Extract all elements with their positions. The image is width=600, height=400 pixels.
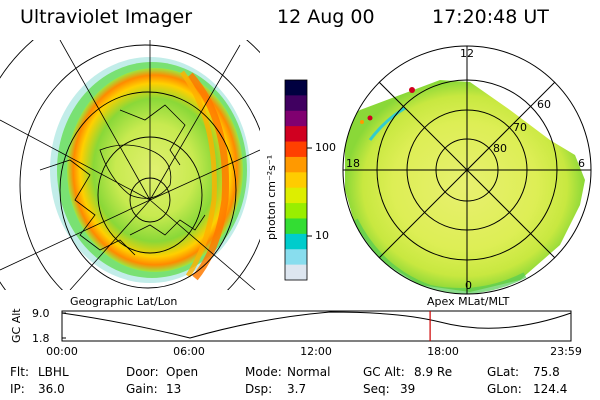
gc-alt-label: GC Alt: xyxy=(363,365,405,379)
timeline-xtick: 06:00 xyxy=(173,345,205,358)
geo-map-panel xyxy=(0,40,260,290)
colorbar-tick-label-10: 10 xyxy=(315,229,329,242)
glat-label: GLat: xyxy=(487,365,520,379)
gain-label: Gain: xyxy=(126,382,158,396)
lon-line xyxy=(59,40,151,201)
altitude-curve xyxy=(61,311,572,339)
colorbar-frame xyxy=(284,79,308,281)
instrument-title: Ultraviolet Imager xyxy=(20,6,193,28)
timeline-xtick: 00:00 xyxy=(46,345,78,358)
gc-alt-value: 8.9 Re xyxy=(414,365,453,379)
coastline-landmass xyxy=(99,144,172,199)
colorbar-stripe xyxy=(285,80,307,96)
colorbar-stripe xyxy=(285,110,307,127)
glon-value: 124.4 xyxy=(533,382,568,396)
gain-value: 13 xyxy=(166,382,182,396)
lon-line xyxy=(149,149,260,201)
polar-hotspot xyxy=(360,120,364,124)
mlt-label-12: 12 xyxy=(460,47,474,60)
mlat-label-70: 70 xyxy=(513,121,527,134)
colorbar-stripe xyxy=(285,249,307,266)
colorbar xyxy=(285,80,307,281)
colorbar-unit-label: photon cm⁻²s⁻¹ xyxy=(265,154,278,240)
mlt-label-6: 6 xyxy=(578,157,585,170)
mlt-label-18: 18 xyxy=(346,157,360,170)
lon-line xyxy=(0,119,151,201)
glon-label: GLon: xyxy=(487,382,522,396)
timeline-frame xyxy=(61,310,572,342)
timeline-ytick-9: 9.0 xyxy=(32,307,50,320)
ip-value: 36.0 xyxy=(38,382,65,396)
mlt-label-0: 0 xyxy=(465,279,472,292)
polar-cusp-feature xyxy=(368,106,406,141)
coastline xyxy=(39,104,206,256)
date-label: 12 Aug 00 xyxy=(277,6,375,28)
colorbar-stripe xyxy=(285,233,307,250)
colorbar-stripe xyxy=(285,95,307,112)
mode-label: Mode: xyxy=(245,365,282,379)
timeline-ytick-1.8: 1.8 xyxy=(32,332,50,345)
seq-value: 39 xyxy=(400,382,416,396)
lon-line xyxy=(0,199,151,271)
altitude-timeline xyxy=(61,310,572,342)
aurora-arc-inner xyxy=(179,70,217,278)
polar-meridian xyxy=(378,81,556,259)
aurora-bright-arc xyxy=(187,72,230,281)
apex-panel-label: Apex MLat/MLT xyxy=(427,295,510,308)
lon-line xyxy=(69,199,151,290)
polar-hotspot xyxy=(367,115,373,121)
ip-label: IP: xyxy=(10,382,25,396)
seq-label: Seq: xyxy=(363,382,390,396)
colorbar-stripe xyxy=(285,187,307,204)
mlat-label-80: 80 xyxy=(493,142,507,155)
door-label: Door: xyxy=(126,365,159,379)
timeline-xtick: 18:00 xyxy=(427,345,459,358)
lat-circle xyxy=(19,44,260,290)
mlat-label-60: 60 xyxy=(537,98,551,111)
colorbar-stripe xyxy=(285,203,307,219)
time-label: 17:20:48 UT xyxy=(432,6,549,28)
timeline-ylabel: GC Alt xyxy=(10,308,23,343)
lon-line xyxy=(149,199,256,290)
geographic-panel-label: Geographic Lat/Lon xyxy=(70,295,178,308)
mode-value: Normal xyxy=(287,365,331,379)
colorbar-stripe xyxy=(285,156,307,173)
dsp-label: Dsp: xyxy=(245,382,273,396)
colorbar-stripe xyxy=(285,126,307,143)
dsp-value: 3.7 xyxy=(287,382,307,396)
glat-value: 75.8 xyxy=(533,365,560,379)
lat-circle xyxy=(59,91,237,289)
flt-value: LBHL xyxy=(38,365,69,379)
polar-map-panel xyxy=(342,45,592,295)
colorbar-stripe xyxy=(285,141,307,158)
colorbar-stripe xyxy=(285,218,307,235)
door-value: Open xyxy=(166,365,199,379)
colorbar-stripe xyxy=(285,172,307,189)
timeline-xtick: 12:00 xyxy=(300,345,332,358)
polar-hotspot xyxy=(409,87,415,93)
colorbar-stripe xyxy=(285,264,307,281)
flt-label: Flt: xyxy=(10,365,29,379)
aurora-oval xyxy=(67,68,243,272)
lon-line xyxy=(149,44,241,201)
timeline-xtick: 23:59 xyxy=(550,345,582,358)
colorbar-tick-label-100: 100 xyxy=(315,141,336,154)
